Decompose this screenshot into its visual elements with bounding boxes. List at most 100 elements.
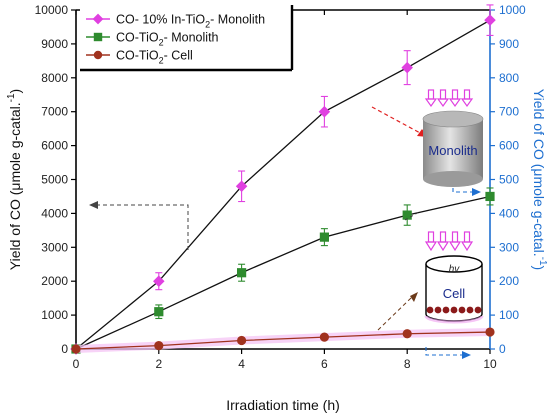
- data-point: [237, 335, 247, 346]
- light-arrow-stem: [451, 231, 459, 243]
- legend-item-0: CO- 10% In-TiO2- Monolith: [86, 13, 265, 30]
- series-line: [75, 195, 491, 350]
- y-right-tick-label: 100: [499, 308, 519, 322]
- y-left-tick-label: 0: [61, 342, 68, 356]
- series-1: [71, 187, 495, 354]
- data-point: [235, 180, 248, 193]
- series-layer: [70, 4, 496, 355]
- data-point: [319, 332, 329, 342]
- catalyst-dot: [458, 306, 466, 314]
- data-point: [318, 105, 331, 118]
- monolith-right-arrow-head: [472, 188, 481, 196]
- cell-right-arrow-line: [425, 347, 462, 356]
- y-right-tick-label: 1000: [499, 3, 526, 17]
- light-arrow-stem: [439, 89, 447, 100]
- green-pointer-line: [404, 211, 420, 221]
- x-tick-label: 6: [321, 357, 328, 371]
- x-tick-label: 10: [483, 357, 497, 371]
- data-point: [402, 329, 412, 339]
- light-arrow-head: [448, 98, 462, 108]
- legend-item-2: CO-TiO2- Cell: [86, 49, 193, 66]
- y-left-tick-label: 3000: [41, 240, 68, 254]
- y-right-tick-label: 200: [499, 274, 519, 288]
- y-right-tick-label: 700: [499, 105, 519, 119]
- data-point: [236, 268, 247, 278]
- y-left-tick-label: 1000: [41, 308, 68, 322]
- light-arrow-head: [424, 241, 438, 252]
- y-left-tick-label: 2000: [41, 274, 68, 288]
- y-right-tick-label: 800: [499, 71, 519, 85]
- legend-label: CO- 10% In-TiO2- Monolith: [116, 13, 265, 30]
- y-left-axis-title: Yield of CO (μmole g-catal.-1): [6, 89, 23, 270]
- light-arrow-stem: [463, 231, 471, 243]
- light-arrow-head: [460, 241, 474, 252]
- monolith-right-arrow-line: [452, 188, 472, 193]
- monolith-bottom: [423, 171, 483, 187]
- data-point: [485, 191, 495, 202]
- y-left-tick-label: 8000: [41, 71, 68, 85]
- light-arrow-stem: [463, 89, 471, 100]
- monolith-top: [422, 110, 484, 128]
- data-point: [401, 61, 413, 74]
- y-right-tick-label: 0: [499, 342, 506, 356]
- cell-pointer-head: [410, 292, 418, 302]
- monolith-pointer-line: [371, 106, 423, 135]
- light-arrow-head: [436, 98, 450, 108]
- cell-top: [425, 255, 483, 273]
- monolith-label: Monolith: [428, 143, 477, 158]
- data-point: [153, 275, 165, 287]
- catalyst-dot: [434, 306, 442, 314]
- legend-swatch-marker: [93, 50, 103, 60]
- data-point: [402, 210, 412, 220]
- x-axis-title: Irradiation time (h): [226, 397, 340, 413]
- catalyst-dot: [466, 306, 474, 314]
- data-point: [154, 307, 164, 317]
- legend-background: [80, 4, 292, 70]
- catalyst-dot: [450, 306, 458, 314]
- y-left-tick-label: 7000: [41, 105, 68, 119]
- cell-pointer-line: [377, 296, 413, 331]
- light-arrow-head: [448, 241, 462, 252]
- y-right-tick-label: 300: [499, 240, 519, 254]
- light-arrow-head: [436, 241, 450, 252]
- hv-label: hv: [449, 264, 461, 275]
- x-tick-label: 0: [73, 357, 80, 371]
- y-left-tick-label: 5000: [41, 173, 68, 187]
- legend-label: CO-TiO2- Monolith: [116, 31, 219, 48]
- series-line: [75, 331, 491, 350]
- legend-swatch-marker: [93, 32, 103, 42]
- y-left-tick-label: 9000: [41, 37, 68, 51]
- data-point: [319, 232, 330, 242]
- light-arrow-stem: [439, 231, 447, 243]
- light-arrow-head: [460, 98, 474, 108]
- y-right-axis-title: Yield of CO (μmole g-catal.-1): [531, 89, 548, 270]
- catalyst-dot: [426, 306, 434, 314]
- x-tick-label: 8: [404, 357, 411, 371]
- y-right-tick-label: 600: [499, 139, 519, 153]
- cell-label: Cell: [443, 286, 466, 301]
- series-line: [75, 19, 491, 350]
- data-point: [484, 14, 496, 26]
- y-right-tick-label: 400: [499, 206, 519, 220]
- x-tick-label: 4: [238, 357, 245, 371]
- y-right-tick-label: 500: [499, 173, 519, 187]
- y-right-tick-label: 900: [499, 37, 519, 51]
- light-arrow-stem: [427, 89, 435, 100]
- light-arrow-stem: [451, 89, 459, 100]
- legend-item-1: CO-TiO2- Monolith: [86, 31, 219, 48]
- left-axis-arrow-line: [97, 204, 189, 250]
- catalyst-dot: [474, 306, 482, 314]
- light-arrow-stem: [427, 231, 435, 243]
- catalyst-dot: [442, 306, 450, 314]
- cell-glow: [424, 315, 484, 324]
- series-2: [71, 327, 495, 354]
- data-point: [71, 344, 81, 354]
- light-arrow-head: [424, 98, 438, 108]
- data-point: [154, 341, 164, 351]
- axes: 0 2 4 6 8 10010002000300040005000600070008000…: [6, 3, 548, 413]
- left-axis-arrow-head: [89, 201, 98, 209]
- monolith-body: [423, 119, 483, 179]
- y-left-tick-label: 10000: [35, 3, 69, 17]
